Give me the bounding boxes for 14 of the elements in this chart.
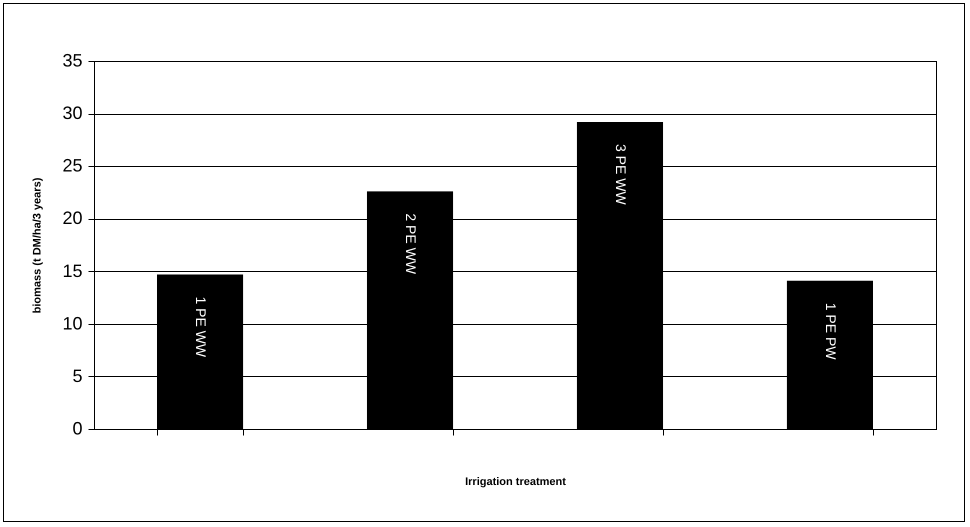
x-tick-label: 3 PE WW [612, 144, 629, 206]
y-tick-label: 5 [72, 366, 82, 386]
y-tick-label: 15 [62, 260, 82, 281]
y-axis-title: biomass (t DM/ha/3 years) [31, 177, 44, 314]
x-tick-label: 2 PE WW [403, 213, 420, 275]
y-tick-label: 10 [62, 313, 82, 334]
x-axis-title: Irrigation treatment [465, 476, 566, 488]
y-tick-label: 30 [62, 103, 82, 124]
y-tick-label: 25 [62, 156, 82, 176]
x-tick-label: 1 PE PW [822, 302, 839, 360]
x-tick-label: 1 PE WW [193, 296, 210, 358]
y-tick-label: 35 [62, 50, 82, 70]
y-tick-label: 20 [62, 208, 82, 228]
y-tick-label: 0 [72, 418, 82, 438]
